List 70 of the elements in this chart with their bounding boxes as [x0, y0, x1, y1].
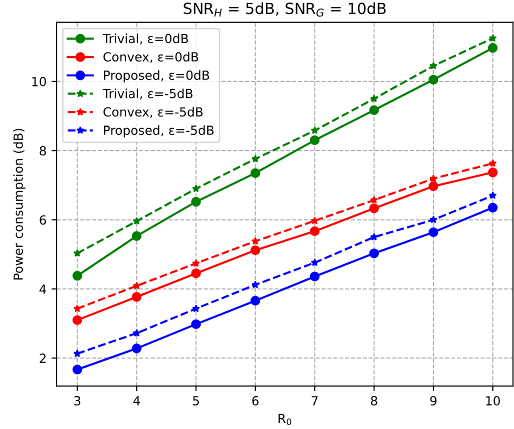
point — [132, 292, 142, 302]
point — [73, 249, 82, 257]
point — [488, 202, 498, 213]
x-tick-label: 10 — [486, 396, 500, 406]
point — [191, 196, 201, 207]
point — [132, 344, 142, 354]
x-tick-label: 6 — [252, 396, 259, 406]
point — [370, 232, 378, 241]
point — [488, 191, 497, 200]
chart-title: SNR$_{H}$ = 5dB, SNR$_{G}$ = 10dB — [184, 2, 386, 17]
legend-label: Trivial, ε=0dB — [102, 34, 188, 45]
point — [251, 237, 260, 245]
x-tick-label: 9 — [430, 396, 437, 406]
point — [251, 280, 260, 288]
point — [192, 259, 200, 267]
point — [369, 203, 379, 214]
point — [132, 329, 141, 337]
y-tick-label: 6 — [40, 215, 46, 225]
point — [428, 74, 438, 85]
point — [310, 135, 320, 146]
point — [72, 270, 82, 281]
legend-label: Trivial, ε=-5dB — [102, 88, 192, 100]
point — [251, 154, 260, 162]
y-tick-label: 10 — [32, 76, 46, 86]
point — [73, 304, 82, 312]
point — [429, 174, 438, 182]
point — [191, 319, 201, 330]
point — [192, 304, 200, 312]
point — [192, 184, 200, 192]
point — [428, 227, 438, 238]
point — [370, 94, 378, 102]
x-tick-label: 3 — [74, 396, 80, 406]
x-tick-label: 8 — [370, 396, 378, 406]
point — [250, 168, 260, 178]
point — [369, 105, 379, 116]
point — [191, 268, 201, 278]
point — [72, 364, 82, 374]
x-tick-label: 7 — [312, 396, 318, 406]
point — [488, 34, 497, 42]
point — [429, 216, 438, 224]
y-axis-title: Power consumption (dB) — [13, 128, 26, 280]
y-tick-label: 8 — [40, 146, 46, 156]
point — [310, 272, 320, 282]
point — [310, 126, 319, 134]
legend-label: Proposed, ε=0dB — [104, 70, 210, 82]
point — [310, 258, 319, 266]
point — [370, 196, 378, 204]
point — [429, 62, 438, 70]
point — [73, 349, 82, 358]
point — [488, 43, 498, 53]
point — [250, 296, 260, 306]
point — [132, 231, 142, 241]
point — [369, 248, 379, 258]
point — [132, 216, 141, 225]
point — [488, 168, 498, 178]
x-axis-title: R$_{0}$ — [278, 414, 292, 426]
x-tick-label: 4 — [133, 396, 140, 406]
legend-label: Convex, ε=-5dB — [103, 106, 203, 118]
x-tick-label: 5 — [193, 396, 199, 406]
point — [428, 181, 438, 192]
point — [250, 245, 260, 256]
point — [310, 226, 320, 236]
point — [488, 159, 497, 167]
y-tick-label: 2 — [40, 354, 46, 363]
legend-label: Convex, ε=0dB — [103, 52, 198, 63]
legend-label: Proposed, ε=-5dB — [104, 125, 214, 138]
point — [132, 282, 141, 290]
point — [310, 216, 319, 224]
y-tick-label: 4 — [39, 284, 46, 294]
point — [72, 315, 82, 325]
